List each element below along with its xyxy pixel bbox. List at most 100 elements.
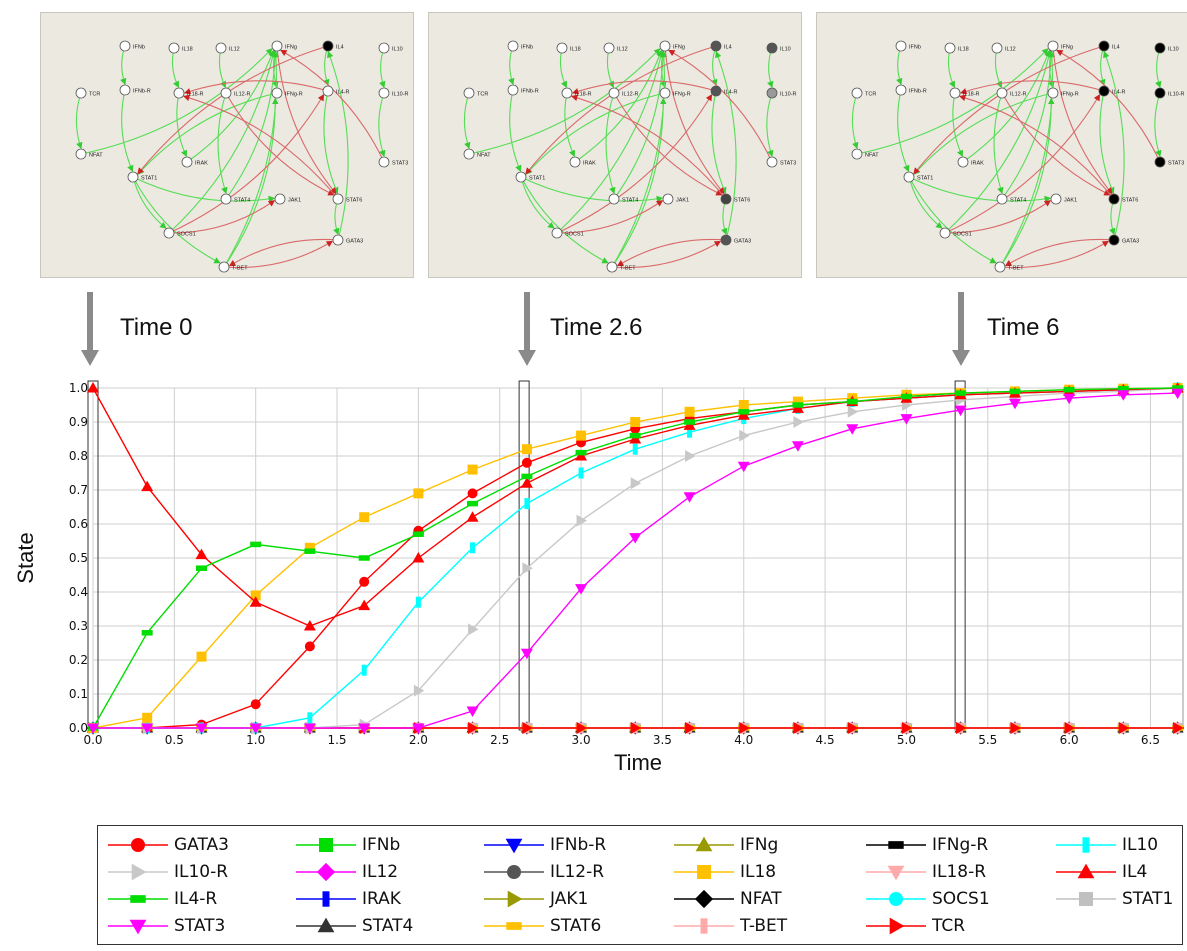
- legend-item-gata3: GATA3: [106, 832, 229, 858]
- node-il10-r: [378, 87, 390, 99]
- data-point: [468, 623, 479, 636]
- activating-edge: [993, 92, 1004, 195]
- legend-label: T-BET: [740, 916, 788, 936]
- activating-edge: [564, 92, 576, 158]
- legend-item-il4: IL4: [1054, 859, 1147, 885]
- data-point: [250, 699, 261, 710]
- node-label: IL18: [570, 47, 581, 53]
- inhibiting-edge: [959, 80, 1105, 95]
- node-tcr: [851, 87, 863, 99]
- node-ifng-r: [271, 87, 283, 99]
- activating-edge: [137, 92, 278, 175]
- node-stat1: [515, 171, 527, 183]
- data-point: [630, 417, 641, 427]
- legend-item-stat4: STAT4: [294, 913, 413, 939]
- node-label: GATA3: [734, 239, 751, 245]
- data-point: [359, 576, 370, 587]
- legend-swatch: [866, 865, 926, 881]
- data-point: [468, 722, 479, 734]
- data-point: [87, 723, 99, 734]
- activating-edge: [767, 47, 774, 89]
- activating-edge: [908, 176, 997, 264]
- arrow-head-t6: [952, 350, 970, 366]
- data-point: [630, 722, 642, 734]
- data-point: [522, 722, 533, 734]
- arrow-head-t2-6: [518, 350, 536, 366]
- data-point: [1064, 722, 1076, 734]
- data-point: [954, 405, 967, 417]
- x-tick-label: 4.5: [816, 733, 835, 747]
- node-label: IFNb-R: [133, 89, 151, 95]
- data-point: [685, 450, 696, 462]
- legend-item-irak: IRAK: [294, 886, 401, 912]
- series-stat3: [87, 388, 1184, 734]
- activating-edge: [711, 90, 727, 195]
- node-stat1: [903, 171, 915, 183]
- x-tick-label: 6.5: [1141, 733, 1160, 747]
- legend-swatch: [866, 841, 926, 849]
- network-graph: IFNb IL18 IL12 IFNg IL4 IL10 TCR IFNb-R IL18-R IL…: [75, 40, 409, 273]
- data-point: [575, 449, 587, 456]
- node-jak1: [274, 193, 286, 205]
- data-point: [739, 429, 750, 442]
- legend-label: STAT6: [550, 916, 602, 936]
- inhibiting-edge: [1056, 49, 1161, 163]
- data-point: [738, 409, 750, 415]
- legend-label: STAT4: [362, 916, 414, 936]
- node-label: T-BET: [620, 266, 636, 272]
- data-point: [1118, 722, 1130, 734]
- activating-edge: [1103, 50, 1125, 241]
- activating-edge: [856, 48, 1049, 155]
- node-il10: [378, 42, 390, 54]
- inhibiting-edge: [168, 200, 276, 234]
- data-point: [304, 641, 315, 652]
- node-label: IL4-R: [724, 90, 737, 96]
- node-il18: [168, 42, 180, 54]
- node-il18: [944, 42, 956, 54]
- activating-edge: [186, 49, 275, 163]
- data-point: [141, 723, 154, 734]
- node-label: T-BET: [1008, 266, 1024, 272]
- node-ifng: [659, 40, 671, 52]
- node-label: GATA3: [346, 239, 363, 245]
- legend-label: IFNb: [362, 835, 401, 855]
- legend-item-il18: IL18: [672, 859, 776, 885]
- activating-edge: [327, 50, 349, 241]
- activating-edge: [897, 89, 910, 173]
- node-label: IL18-R: [187, 92, 204, 98]
- data-point: [737, 461, 750, 473]
- node-label: TCR: [89, 92, 100, 98]
- activating-edge: [75, 92, 83, 150]
- node-label: IFNg-R: [673, 92, 691, 98]
- node-ifng: [271, 40, 283, 52]
- time-label-2: Time 6: [987, 314, 1060, 341]
- data-point: [195, 723, 208, 734]
- network-panel-t0: IFNb IL18 IL12 IFNg IL4 IL10 TCR IFNb-R IL18-R IL…: [40, 12, 414, 278]
- activating-edge: [947, 47, 955, 89]
- node-label: JAK1: [288, 198, 301, 204]
- node-label: IFNb: [133, 45, 145, 51]
- data-point: [792, 402, 804, 408]
- inhibiting-edge: [1004, 238, 1115, 267]
- data-point: [359, 512, 370, 523]
- node-nfat: [463, 148, 475, 160]
- legend-item-il10-r: IL10-R: [106, 859, 228, 885]
- node-label: STAT4: [234, 198, 250, 204]
- legend-label: STAT3: [174, 916, 226, 936]
- node-label: IL10-R: [780, 92, 797, 98]
- data-point: [412, 552, 425, 563]
- legend-item-jak1: JAK1: [482, 886, 588, 912]
- inhibiting-edge: [556, 94, 713, 234]
- data-point: [684, 419, 696, 425]
- x-tick-label: 1.5: [327, 733, 346, 747]
- node-stat6: [720, 193, 732, 205]
- node-il4: [710, 40, 722, 52]
- node-label: IL18-R: [575, 92, 592, 98]
- legend-swatch: [296, 838, 356, 852]
- node-label: IFNb-R: [909, 89, 927, 95]
- node-irak: [957, 156, 969, 168]
- legend-label: IFNg-R: [932, 835, 989, 855]
- data-point: [142, 712, 153, 723]
- node-il10: [766, 42, 778, 54]
- node-il4-r: [1098, 85, 1110, 97]
